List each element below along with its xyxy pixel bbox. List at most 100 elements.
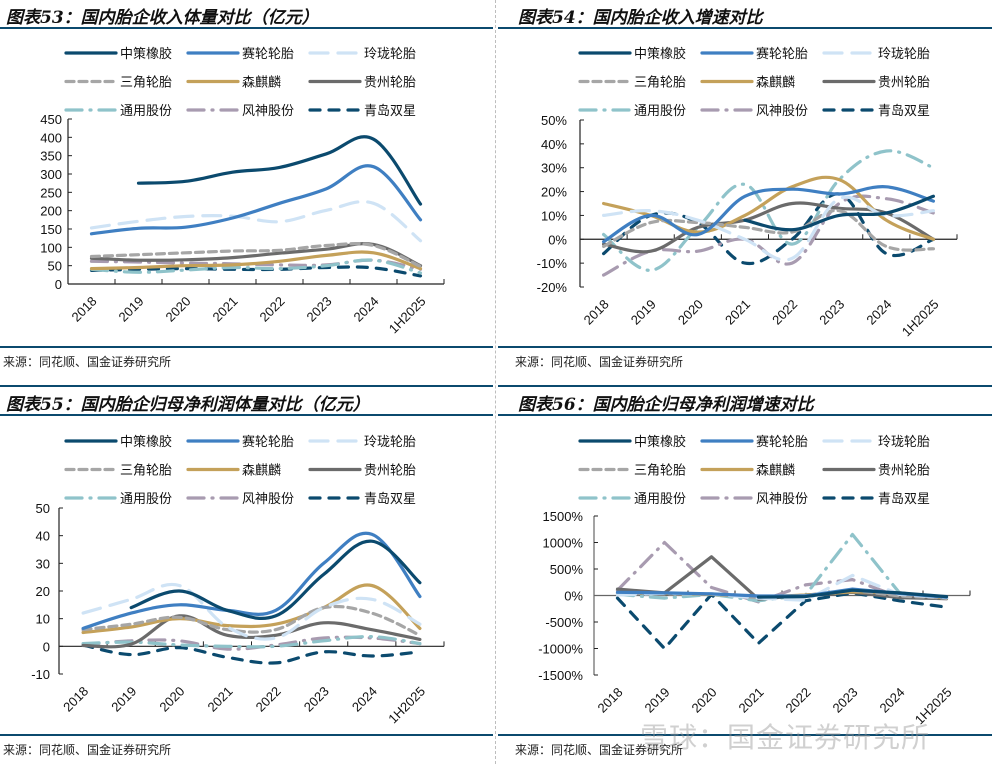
legend-label: 玲珑轮胎 <box>364 435 416 450</box>
legend-label: 三角轮胎 <box>634 464 686 479</box>
legend-item: 三角轮胎 <box>578 464 686 479</box>
series-line-中策橡胶 <box>129 539 422 621</box>
legend-label: 贵州轮胎 <box>364 464 416 479</box>
y-tick-label: -10 <box>31 667 50 682</box>
y-tick-label: 40 <box>36 529 50 544</box>
legend-item: 贵州轮胎 <box>308 76 416 91</box>
legend-label: 风神股份 <box>756 104 808 119</box>
legend-label: 赛轮轮胎 <box>756 434 808 450</box>
x-tick-label: 2019 <box>108 684 139 715</box>
legend-label: 贵州轮胎 <box>364 76 416 91</box>
x-tick-label: 2023 <box>816 297 847 328</box>
legend-item: 通用股份 <box>64 104 172 119</box>
y-tick-label: 30% <box>541 161 567 176</box>
chart-title-fig53: 图表53：国内胎企收入体量对比（亿元） <box>6 8 319 28</box>
legend-item: 玲珑轮胎 <box>822 435 930 450</box>
chart-title-fig56: 图表56：国内胎企归母净利润增速对比 <box>518 395 814 415</box>
title-underline-fig55 <box>0 414 493 416</box>
legend-label: 森麒麟 <box>756 463 795 479</box>
legend-item: 中策橡胶 <box>578 434 686 450</box>
legend-label: 中策橡胶 <box>120 434 172 450</box>
legend-item: 玲珑轮胎 <box>308 435 416 450</box>
x-tick-label: 2021 <box>736 685 767 716</box>
y-tick-label: 0 <box>43 639 50 654</box>
x-tick-label: 2018 <box>60 684 91 715</box>
chart-title-fig54: 图表54：国内胎企收入增速对比 <box>518 8 763 28</box>
source-rule-fig56 <box>498 734 992 736</box>
x-tick-label: 2018 <box>595 685 626 716</box>
legend-item: 青岛双星 <box>822 103 930 119</box>
legend-label: 风神股份 <box>756 492 808 507</box>
x-tick-label: 2022 <box>257 294 288 325</box>
legend-item: 赛轮轮胎 <box>186 434 294 450</box>
y-tick-label: 20% <box>541 185 567 200</box>
legend-item: 中策橡胶 <box>64 434 172 450</box>
series-line-赛轮轮胎 <box>81 531 422 630</box>
legend-label: 森麒麟 <box>242 463 281 479</box>
legend-label: 青岛双星 <box>878 491 930 507</box>
legend-label: 玲珑轮胎 <box>878 47 930 62</box>
series-line-贵州轮胎 <box>602 201 935 254</box>
source-rule-fig55 <box>0 734 493 736</box>
legend-item: 森麒麟 <box>700 75 795 91</box>
legend-label: 青岛双星 <box>364 103 416 119</box>
series-line-三角轮胎 <box>81 604 422 637</box>
y-tick-label: 300 <box>40 167 62 182</box>
y-tick-label: 100 <box>40 240 62 255</box>
y-tick-label: 30 <box>36 556 50 571</box>
legend-item: 风神股份 <box>700 492 808 507</box>
series-line-青岛双星 <box>615 591 949 651</box>
x-tick-label: 2019 <box>628 297 659 328</box>
title-underline-fig56 <box>498 414 992 416</box>
series-line-赛轮轮胎 <box>89 164 423 236</box>
series-line-风神股份 <box>602 194 935 277</box>
x-tick-label: 2020 <box>156 684 187 715</box>
legend-item: 森麒麟 <box>186 75 281 91</box>
legend-item: 森麒麟 <box>700 463 795 479</box>
legend-label: 通用股份 <box>120 104 172 119</box>
chart-title-fig55: 图表55：国内胎企归母净利润体量对比（亿元） <box>6 395 370 415</box>
x-tick-label: 2021 <box>722 297 753 328</box>
series-line-中策橡胶 <box>756 588 949 599</box>
legend-item: 三角轮胎 <box>578 76 686 91</box>
x-tick-label: 2019 <box>116 294 147 325</box>
source-text-fig56: 来源：同花顺、国金证券研究所 <box>515 743 684 757</box>
legend-label: 通用股份 <box>634 492 686 507</box>
legend-item: 通用股份 <box>578 104 686 119</box>
y-tick-label: 0 <box>55 277 62 292</box>
series-line-通用股份 <box>81 634 422 649</box>
legend-label: 通用股份 <box>634 104 686 119</box>
legend-label: 通用股份 <box>120 492 172 507</box>
legend-label: 赛轮轮胎 <box>242 434 294 450</box>
legend-label: 玲珑轮胎 <box>878 435 930 450</box>
series-line-中策橡胶 <box>743 194 935 232</box>
legend-item: 风神股份 <box>700 104 808 119</box>
legend-item: 森麒麟 <box>186 463 281 479</box>
series-line-三角轮胎 <box>602 209 935 252</box>
source-text-fig55: 来源：同花顺、国金证券研究所 <box>3 743 172 757</box>
series-line-赛轮轮胎 <box>602 185 935 244</box>
y-tick-label: 20 <box>36 584 50 599</box>
series-line-中策橡胶 <box>136 135 423 206</box>
x-tick-label: 1H2025 <box>385 684 428 727</box>
legend-label: 风神股份 <box>242 492 294 507</box>
x-tick-label: 2022 <box>769 297 800 328</box>
legend-item: 青岛双星 <box>822 491 930 507</box>
x-tick-label: 2024 <box>349 684 380 715</box>
panel-bottom-rule-fig53 <box>0 385 493 387</box>
legend-item: 通用股份 <box>578 492 686 507</box>
source-text-fig54: 来源：同花顺、国金证券研究所 <box>515 355 684 369</box>
legend-label: 赛轮轮胎 <box>242 46 294 62</box>
legend-label: 森麒麟 <box>242 75 281 91</box>
x-tick-label: 2021 <box>205 684 236 715</box>
series-line-通用股份 <box>602 149 935 272</box>
x-tick-label: 2024 <box>877 685 908 716</box>
series-line-通用股份 <box>89 258 423 275</box>
legend-label: 三角轮胎 <box>120 464 172 479</box>
